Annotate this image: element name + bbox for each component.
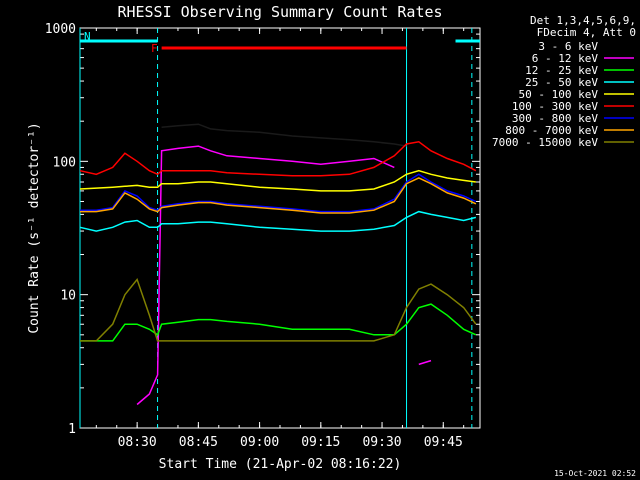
legend-entry-label: 12 - 25 keV [525,64,598,77]
legend-entry-label: 7000 - 15000 keV [492,136,598,149]
x-tick-label: 09:00 [240,435,279,450]
series-line [79,169,476,192]
series-line [79,210,477,232]
series-line [80,303,477,342]
y-tick-label: 1 [68,422,76,437]
series-line [161,123,407,147]
series-line [80,173,477,213]
x-tick-label: 09:15 [301,435,340,450]
legend-entry-label: 6 - 12 keV [532,52,599,65]
series-line [80,177,477,214]
legend-entry-label: 100 - 300 keV [512,100,598,113]
plot-area: 08:30 08:45 09:00 09:15 09:30 09:45 1 10 100 1000… [45,22,481,450]
x-tick-label: 09:45 [424,435,463,450]
legend-entry-label: 300 - 800 keV [512,112,598,125]
legend: Det 1,3,4,5,6,9,FDecim 4, Att 03 - 6 keV… [492,14,636,149]
legend-entry-label: 800 - 7000 keV [505,124,598,137]
legend-entry-label: 25 - 50 keV [525,76,598,89]
legend-header: FDecim 4, Att 0 [537,26,636,39]
flag-label: N [84,30,91,43]
y-tick-label: 100 [53,155,76,170]
y-tick-label: 10 [60,289,76,304]
x-tick-label: 08:30 [118,435,157,450]
x-tick-label: 09:30 [362,435,401,450]
x-tick-label: 08:45 [179,435,218,450]
x-axis-label: Start Time (21-Apr-02 08:16:22) [159,457,402,472]
timestamp: 15-Oct-2021 02:52 [554,469,636,478]
chart-title: RHESSI Observing Summary Count Rates [117,3,442,21]
series-line [79,141,477,177]
y-tick-label: 1000 [45,22,76,37]
legend-entry-label: 50 - 100 keV [519,88,599,101]
series-line [136,145,432,406]
y-axis-label: Count Rate (s⁻¹ detector⁻¹) [27,122,42,333]
legend-entry-label: 3 - 6 keV [538,40,598,53]
flag-label: F [151,42,158,55]
series-line [80,277,477,342]
legend-header: Det 1,3,4,5,6,9, [530,14,636,27]
